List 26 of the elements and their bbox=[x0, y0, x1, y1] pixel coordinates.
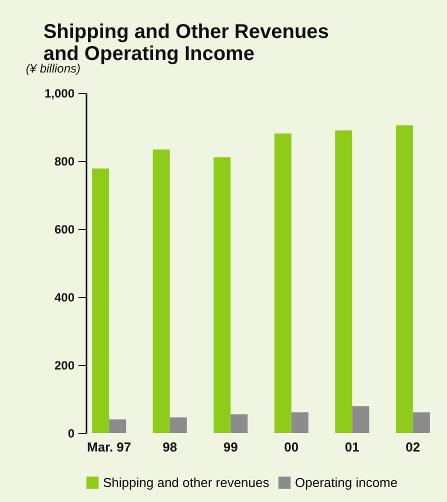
bar bbox=[92, 168, 110, 433]
bar bbox=[396, 125, 413, 433]
bar bbox=[214, 157, 231, 433]
y-tick-label: 600 bbox=[54, 222, 75, 236]
x-tick-label: Mar. 97 bbox=[87, 440, 132, 454]
x-tick-label: 00 bbox=[284, 440, 299, 454]
bar bbox=[335, 130, 352, 433]
x-tick-label: 02 bbox=[406, 440, 420, 454]
bar bbox=[230, 414, 248, 433]
x-tick-label: 99 bbox=[223, 440, 238, 454]
y-tick-label: 800 bbox=[54, 154, 75, 168]
bar bbox=[170, 417, 187, 433]
x-tick-label: 01 bbox=[344, 440, 360, 454]
bar bbox=[274, 133, 292, 433]
legend-label: Shipping and other revenues bbox=[103, 474, 270, 490]
bar bbox=[152, 149, 170, 433]
x-tick-label: 98 bbox=[162, 440, 178, 454]
bar bbox=[352, 406, 370, 433]
y-tick-label: 200 bbox=[54, 358, 75, 372]
y-tick-label: 400 bbox=[54, 290, 75, 304]
bar bbox=[291, 412, 308, 433]
bar bbox=[412, 412, 430, 433]
bar bbox=[109, 419, 126, 433]
y-tick-label: 1,000 bbox=[44, 86, 75, 100]
legend-label: Operating income bbox=[295, 474, 398, 490]
y-tick-label: 0 bbox=[68, 426, 75, 440]
